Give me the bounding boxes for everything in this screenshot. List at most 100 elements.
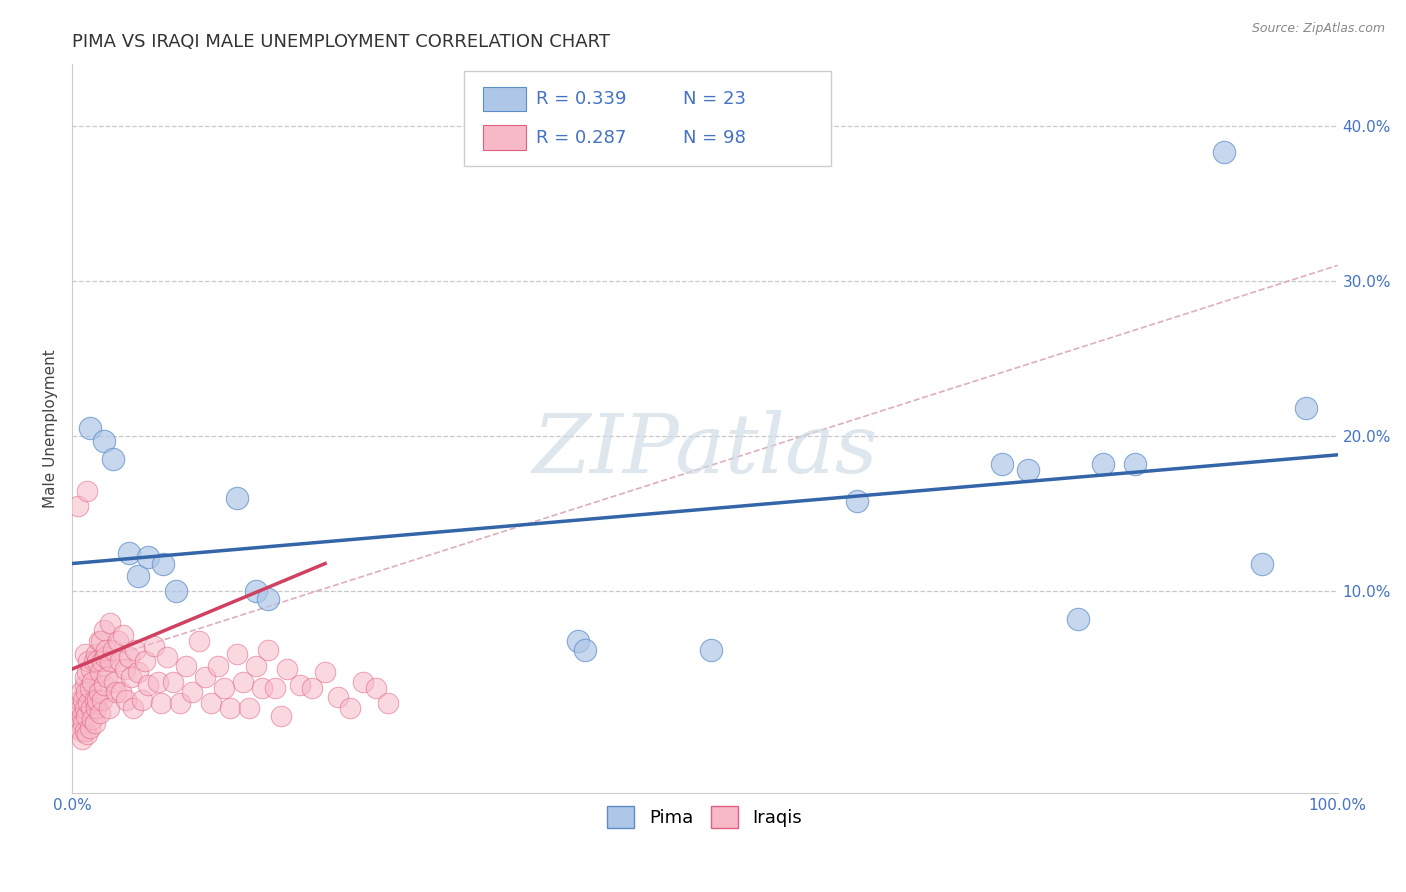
Point xyxy=(80,701,103,715)
Point xyxy=(83,716,105,731)
Point xyxy=(136,550,159,565)
Point xyxy=(69,716,91,731)
Point xyxy=(75,708,97,723)
Point xyxy=(96,643,118,657)
Y-axis label: Male Unemployment: Male Unemployment xyxy=(44,349,58,508)
Point xyxy=(86,693,108,707)
Point xyxy=(121,701,143,715)
Point xyxy=(73,678,96,692)
Point xyxy=(1250,557,1272,571)
FancyBboxPatch shape xyxy=(484,125,526,150)
Point xyxy=(245,659,267,673)
Point xyxy=(270,708,292,723)
Point xyxy=(377,696,399,710)
Point xyxy=(72,716,94,731)
Point xyxy=(73,724,96,739)
Point xyxy=(79,421,101,435)
Point xyxy=(73,701,96,715)
Point xyxy=(174,659,197,673)
Point xyxy=(75,685,97,699)
Point xyxy=(1295,401,1317,416)
Point xyxy=(219,701,242,715)
Point xyxy=(257,643,280,657)
Point xyxy=(70,701,93,715)
Point xyxy=(127,665,149,680)
FancyBboxPatch shape xyxy=(484,87,526,112)
Point xyxy=(212,681,235,695)
Point xyxy=(314,665,336,680)
Point xyxy=(1212,145,1234,159)
Point xyxy=(94,649,117,664)
Point xyxy=(70,685,93,699)
Point xyxy=(101,452,124,467)
Text: ZIPatlas: ZIPatlas xyxy=(531,410,877,491)
Point xyxy=(181,685,204,699)
Point xyxy=(136,678,159,692)
Point xyxy=(700,643,723,657)
Point xyxy=(232,674,254,689)
Point xyxy=(276,662,298,676)
Point xyxy=(364,681,387,695)
Text: PIMA VS IRAQI MALE UNEMPLOYMENT CORRELATION CHART: PIMA VS IRAQI MALE UNEMPLOYMENT CORRELAT… xyxy=(72,33,610,51)
Legend: Pima, Iraqis: Pima, Iraqis xyxy=(600,799,810,836)
Point xyxy=(103,674,125,689)
Point xyxy=(238,701,260,715)
Point xyxy=(121,670,143,684)
Point xyxy=(80,662,103,676)
Point xyxy=(1017,463,1039,477)
Point xyxy=(86,654,108,668)
Point xyxy=(97,701,120,715)
Point xyxy=(114,662,136,676)
Point xyxy=(187,634,209,648)
Text: Source: ZipAtlas.com: Source: ZipAtlas.com xyxy=(1251,22,1385,36)
Point xyxy=(200,696,222,710)
Point xyxy=(118,546,141,560)
Point xyxy=(257,592,280,607)
Point xyxy=(115,693,138,707)
Point xyxy=(225,647,247,661)
Point xyxy=(93,624,115,638)
Point xyxy=(93,434,115,448)
Point xyxy=(352,674,374,689)
Point xyxy=(93,678,115,692)
Point xyxy=(96,670,118,684)
Point xyxy=(67,708,90,723)
Point xyxy=(156,649,179,664)
Point xyxy=(83,654,105,668)
Point xyxy=(82,674,104,689)
Point xyxy=(87,634,110,648)
Point xyxy=(225,491,247,506)
Point xyxy=(134,654,156,668)
Point xyxy=(70,724,93,739)
Point xyxy=(84,701,107,715)
Text: R = 0.287: R = 0.287 xyxy=(537,128,627,146)
Point xyxy=(169,696,191,710)
Point xyxy=(91,693,114,707)
Text: R = 0.339: R = 0.339 xyxy=(537,90,627,108)
Text: N = 98: N = 98 xyxy=(683,128,747,146)
Point xyxy=(105,685,128,699)
Point xyxy=(165,584,187,599)
Point xyxy=(73,647,96,661)
Point xyxy=(149,696,172,710)
Point xyxy=(76,727,98,741)
Point xyxy=(107,634,129,648)
Point xyxy=(108,654,131,668)
Point xyxy=(73,670,96,684)
Point xyxy=(1067,612,1090,626)
Point xyxy=(146,674,169,689)
Point xyxy=(263,681,285,695)
Point xyxy=(79,681,101,695)
Point xyxy=(72,693,94,707)
Point xyxy=(101,643,124,657)
Point xyxy=(162,674,184,689)
Point xyxy=(339,701,361,715)
Point xyxy=(70,708,93,723)
Point xyxy=(250,681,273,695)
Point xyxy=(207,659,229,673)
Point xyxy=(70,731,93,746)
Point xyxy=(194,670,217,684)
Point xyxy=(1123,457,1146,471)
Point xyxy=(127,569,149,583)
Point xyxy=(76,483,98,498)
